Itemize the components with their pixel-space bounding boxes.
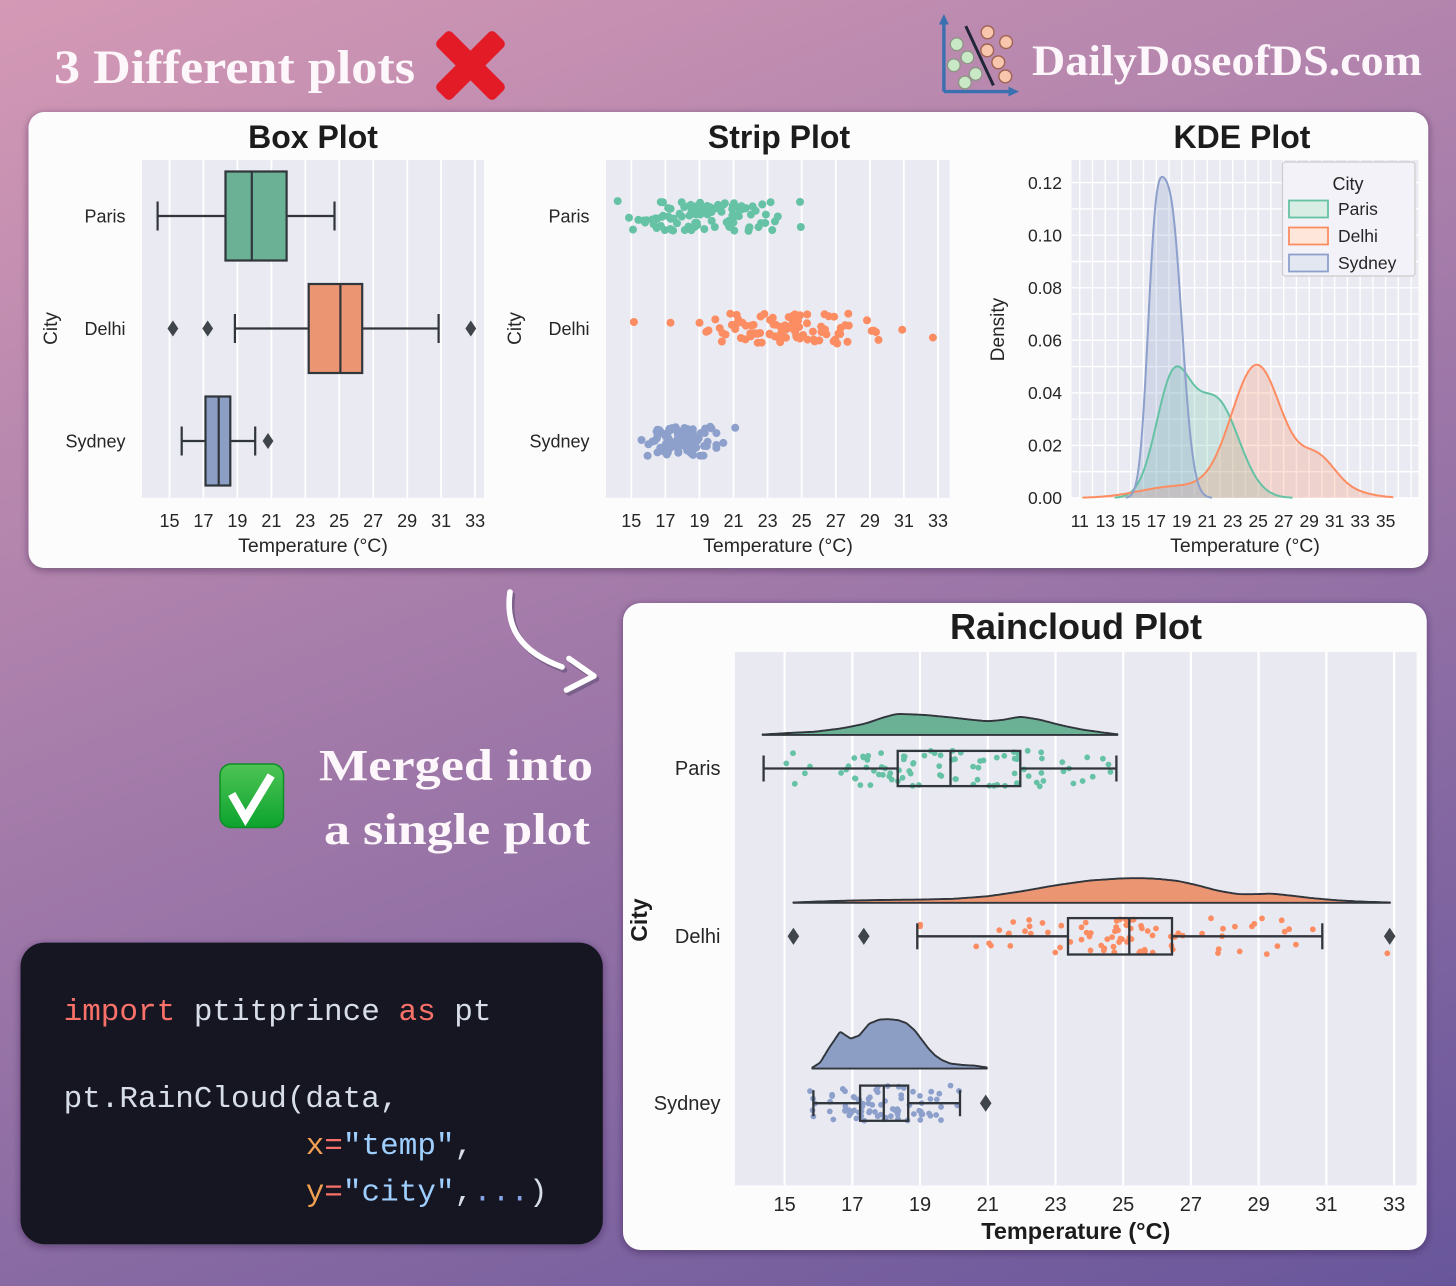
svg-text:25: 25	[329, 511, 349, 531]
svg-text:15: 15	[1121, 511, 1140, 531]
svg-text:Paris: Paris	[1338, 199, 1378, 219]
svg-text:Temperature (°C): Temperature (°C)	[981, 1218, 1170, 1244]
svg-text:19: 19	[1172, 511, 1191, 531]
svg-text:31: 31	[894, 511, 914, 531]
svg-text:15: 15	[621, 511, 641, 531]
svg-text:DailyDoseofDS.com: DailyDoseofDS.com	[1032, 38, 1422, 85]
svg-text:23: 23	[1044, 1194, 1066, 1216]
svg-text:21: 21	[1197, 511, 1216, 531]
svg-text:19: 19	[227, 511, 247, 531]
svg-text:Raincloud Plot: Raincloud Plot	[950, 606, 1202, 647]
svg-text:Delhi: Delhi	[84, 319, 125, 339]
svg-text:23: 23	[1223, 511, 1242, 531]
svg-text:33: 33	[1383, 1194, 1405, 1216]
svg-text:City: City	[1333, 174, 1364, 194]
svg-text:Density: Density	[988, 297, 1009, 361]
svg-text:33: 33	[1350, 511, 1369, 531]
svg-text:27: 27	[1274, 511, 1293, 531]
svg-text:19: 19	[909, 1194, 931, 1216]
svg-text:Sydney: Sydney	[1338, 253, 1397, 273]
svg-text:pt.RainCloud(data,: pt.RainCloud(data,	[64, 1082, 399, 1117]
svg-text:33: 33	[928, 511, 948, 531]
svg-text:27: 27	[1180, 1194, 1202, 1216]
svg-text:33: 33	[465, 511, 485, 531]
svg-text:23: 23	[295, 511, 315, 531]
svg-text:0.12: 0.12	[1028, 173, 1062, 193]
svg-text:27: 27	[363, 511, 383, 531]
svg-text:29: 29	[397, 511, 417, 531]
svg-text:29: 29	[1247, 1194, 1269, 1216]
svg-text:15: 15	[159, 511, 179, 531]
svg-text:Delhi: Delhi	[548, 319, 589, 339]
svg-text:0.10: 0.10	[1028, 225, 1062, 245]
svg-text:21: 21	[977, 1194, 999, 1216]
svg-text:25: 25	[1248, 511, 1267, 531]
svg-text:Paris: Paris	[675, 758, 721, 780]
svg-text:17: 17	[841, 1194, 863, 1216]
svg-text:25: 25	[1112, 1194, 1134, 1216]
svg-text:City: City	[505, 312, 526, 345]
svg-text:y="city",...): y="city",...)	[306, 1176, 548, 1211]
svg-text:31: 31	[1315, 1194, 1337, 1216]
svg-text:City: City	[626, 898, 652, 942]
svg-text:31: 31	[1325, 511, 1344, 531]
svg-text:Temperature (°C): Temperature (°C)	[238, 535, 388, 557]
svg-text:0.04: 0.04	[1028, 383, 1062, 403]
svg-text:21: 21	[723, 511, 743, 531]
svg-text:Temperature (°C): Temperature (°C)	[703, 535, 853, 557]
svg-text:29: 29	[1299, 511, 1318, 531]
svg-text:3 Different plots: 3 Different plots	[54, 41, 415, 94]
svg-text:0.08: 0.08	[1028, 278, 1062, 298]
svg-text:Strip Plot: Strip Plot	[708, 119, 851, 155]
svg-text:Box Plot: Box Plot	[248, 119, 378, 155]
svg-text:11: 11	[1071, 511, 1089, 531]
svg-text:Sydney: Sydney	[65, 432, 125, 452]
svg-text:29: 29	[860, 511, 880, 531]
svg-text:KDE Plot: KDE Plot	[1174, 119, 1311, 155]
svg-text:25: 25	[792, 511, 812, 531]
svg-text:17: 17	[655, 511, 675, 531]
svg-text:0.02: 0.02	[1028, 436, 1062, 456]
svg-text:Temperature (°C): Temperature (°C)	[1170, 535, 1320, 557]
svg-text:23: 23	[758, 511, 778, 531]
svg-text:13: 13	[1096, 511, 1115, 531]
svg-text:City: City	[41, 312, 62, 345]
svg-text:31: 31	[431, 511, 451, 531]
svg-text:35: 35	[1376, 511, 1395, 531]
svg-text:Sydney: Sydney	[654, 1093, 721, 1115]
svg-text:27: 27	[826, 511, 846, 531]
svg-text:Paris: Paris	[84, 207, 125, 227]
svg-text:x="temp",: x="temp",	[306, 1129, 473, 1164]
svg-text:Delhi: Delhi	[1338, 226, 1378, 246]
svg-text:Paris: Paris	[548, 207, 589, 227]
svg-text:Sydney: Sydney	[529, 432, 589, 452]
svg-text:15: 15	[773, 1194, 795, 1216]
svg-text:a single plot: a single plot	[324, 805, 590, 854]
svg-text:21: 21	[261, 511, 281, 531]
svg-text:17: 17	[1147, 511, 1166, 531]
svg-text:19: 19	[689, 511, 709, 531]
svg-text:0.00: 0.00	[1028, 488, 1062, 508]
svg-text:Delhi: Delhi	[675, 926, 721, 948]
svg-text:Merged into: Merged into	[319, 741, 593, 790]
svg-text:17: 17	[193, 511, 213, 531]
svg-text:0.06: 0.06	[1028, 331, 1062, 351]
svg-text:import ptitprince as pt: import ptitprince as pt	[64, 995, 492, 1030]
